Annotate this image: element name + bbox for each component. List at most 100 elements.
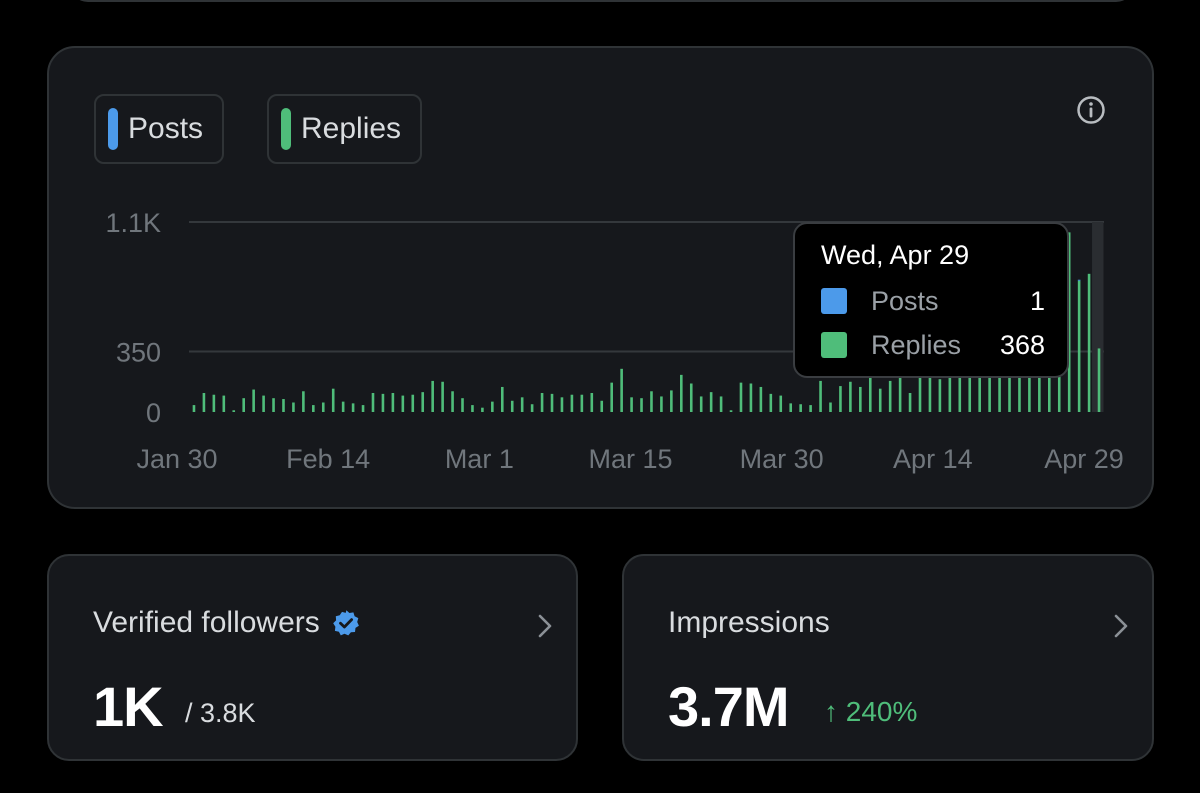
replies-swatch [281,108,291,150]
replies-bar [292,402,295,412]
tooltip-replies-label: Replies [871,329,962,360]
replies-bar [739,382,743,412]
impressions-label: Impressions [668,606,830,639]
replies-bar [391,393,395,412]
replies-bar [1028,374,1031,412]
replies-bar [282,399,285,412]
previous-card-edge [70,0,1134,2]
replies-bar [550,393,554,412]
replies-bar [461,398,464,412]
replies-bar [441,381,444,412]
replies-bar [232,410,236,412]
replies-bar [212,394,216,412]
replies-bar [242,398,246,412]
impressions-change: ↑ 240% [824,696,918,727]
replies-bar [1097,348,1101,412]
replies-bar [351,403,355,412]
replies-bar [1047,370,1051,412]
x-tick-label: Mar 15 [588,444,672,474]
replies-bar [759,386,763,412]
replies-bar [252,389,255,412]
impressions-heading: Impressions [668,606,830,640]
replies-bar [680,374,683,412]
replies-bar [192,405,196,412]
replies-bar [620,368,623,412]
replies-bar [689,383,693,412]
legend-posts-label: Posts [128,112,204,145]
replies-bar [878,388,882,412]
legend-posts-toggle[interactable]: Posts [94,94,224,164]
replies-bar [729,410,733,412]
replies-bar [908,393,912,412]
x-tick-label: Mar 30 [740,444,824,474]
replies-bar [1038,377,1041,412]
x-tick-label: Apr 14 [893,444,973,474]
replies-bar [640,398,643,412]
y-tick-label: 350 [116,338,161,368]
replies-bar [829,402,832,412]
replies-bar [371,393,375,412]
chart-tooltip: Wed, Apr 29 Posts 1 Replies 368 [793,222,1069,378]
legend-replies-toggle[interactable]: Replies [267,94,422,164]
replies-bar [1057,356,1061,412]
replies-bar [570,394,574,412]
activity-chart-card: Posts Replies 0 350 1.1K Jan 30 Feb 14 Mar 1 M… [47,46,1154,509]
info-icon[interactable] [1075,94,1107,126]
replies-bar [540,393,544,412]
tooltip-date: Wed, Apr 29 [821,240,970,270]
replies-bar [1018,377,1021,412]
replies-bar [222,395,226,412]
replies-bar [262,395,265,412]
tooltip-replies-row: Replies 368 [821,330,1045,360]
replies-bar [331,388,335,412]
tooltip-replies-swatch [821,332,847,358]
chevron-right-icon [538,614,552,638]
replies-bar [650,391,653,412]
replies-bar [321,402,325,412]
replies-bar [630,397,633,412]
replies-bar [888,380,892,412]
replies-bar [968,374,972,412]
replies-bar [381,393,385,412]
replies-bar [302,391,305,412]
x-tick-label: Mar 1 [445,444,514,474]
replies-bar [719,396,723,412]
posts-bar [1077,279,1081,281]
hover-highlight-column [1092,222,1104,412]
x-tick-label: Feb 14 [286,444,370,474]
replies-bar [898,377,902,412]
verified-followers-label: Verified followers [93,606,320,639]
replies-bar [1008,377,1011,412]
replies-bar [411,394,415,412]
x-tick-label: Apr 29 [1044,444,1124,474]
replies-bar [451,391,454,412]
replies-bar [809,405,812,412]
replies-bar [988,374,991,412]
replies-bar [1077,280,1081,412]
replies-bar [341,401,345,412]
replies-bar [709,392,713,412]
verified-followers-value: 1K [93,675,164,738]
replies-bar [421,392,425,412]
x-tick-label: Jan 30 [136,444,217,474]
replies-bar [699,396,703,412]
verified-followers-card[interactable]: Verified followers 1K / 3.8K [47,554,578,761]
replies-bar [998,374,1001,412]
chevron-right-icon [1114,614,1128,638]
replies-bar [610,382,613,412]
replies-bar [958,374,962,412]
replies-bar [431,380,434,412]
replies-bar [948,377,952,412]
replies-bar [859,386,862,412]
replies-bar [769,393,773,412]
replies-bar [471,405,474,412]
replies-bar [520,397,524,412]
replies-bar [401,395,405,412]
replies-bar [1087,273,1091,412]
replies-bar [312,405,315,412]
y-tick-label: 0 [146,398,161,428]
replies-bar [530,404,534,412]
impressions-card[interactable]: Impressions 3.7M ↑ 240% [622,554,1154,761]
tooltip-posts-row: Posts 1 [821,286,1045,316]
